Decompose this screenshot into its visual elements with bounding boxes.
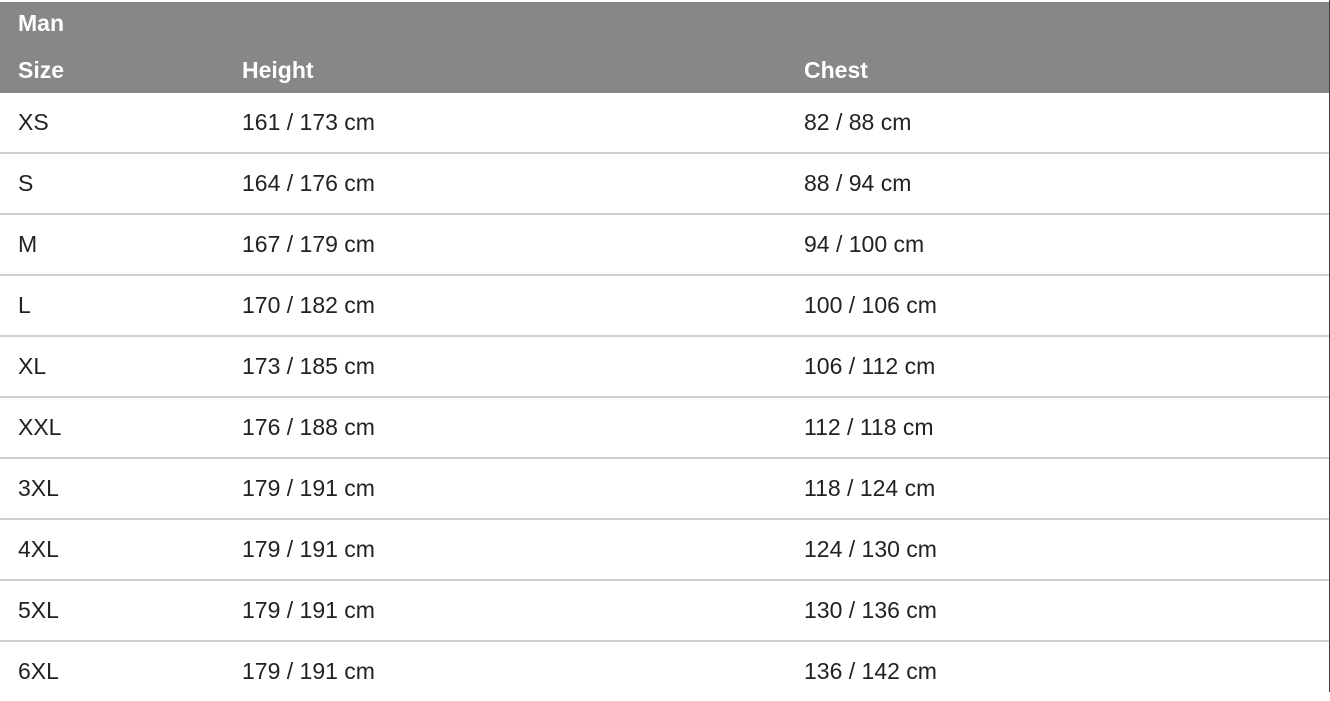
cell-size: 6XL bbox=[18, 658, 59, 684]
table-row: XL 173 / 185 cm 106 / 112 cm bbox=[0, 337, 1329, 398]
table-body: XS 161 / 173 cm 82 / 88 cm S 164 / 176 cm 88 … bbox=[0, 93, 1329, 701]
table-row: 4XL 179 / 191 cm 124 / 130 cm bbox=[0, 520, 1329, 581]
cell-chest: 136 / 142 cm bbox=[804, 658, 937, 684]
cell-height: 179 / 191 cm bbox=[242, 536, 375, 562]
table-row: 3XL 179 / 191 cm 118 / 124 cm bbox=[0, 459, 1329, 520]
table-row: M 167 / 179 cm 94 / 100 cm bbox=[0, 215, 1329, 276]
cell-size: L bbox=[18, 292, 31, 318]
header-size: Size bbox=[18, 57, 65, 83]
cell-size: S bbox=[18, 170, 34, 196]
cell-height: 164 / 176 cm bbox=[242, 170, 375, 196]
cell-height: 179 / 191 cm bbox=[242, 475, 375, 501]
table-header: Man Size Height Chest bbox=[0, 2, 1329, 93]
table-row: 6XL 179 / 191 cm 136 / 142 cm bbox=[0, 642, 1329, 701]
table-row: S 164 / 176 cm 88 / 94 cm bbox=[0, 154, 1329, 215]
cell-size: M bbox=[18, 231, 38, 257]
cell-chest: 94 / 100 cm bbox=[804, 231, 925, 257]
group-label: Man bbox=[18, 10, 64, 36]
cell-chest: 112 / 118 cm bbox=[804, 414, 934, 440]
header-chest: Chest bbox=[804, 57, 868, 83]
cell-chest: 130 / 136 cm bbox=[804, 597, 937, 623]
table-row: 5XL 179 / 191 cm 130 / 136 cm bbox=[0, 581, 1329, 642]
cell-chest: 124 / 130 cm bbox=[804, 536, 937, 562]
cell-height: 167 / 179 cm bbox=[242, 231, 375, 257]
cell-size: XS bbox=[18, 109, 49, 135]
cell-size: XXL bbox=[18, 414, 62, 440]
cell-chest: 106 / 112 cm bbox=[804, 353, 936, 379]
cell-size: 5XL bbox=[18, 597, 59, 623]
cell-chest: 88 / 94 cm bbox=[804, 170, 912, 196]
cell-chest: 118 / 124 cm bbox=[804, 475, 936, 501]
cell-height: 176 / 188 cm bbox=[242, 414, 375, 440]
cell-height: 179 / 191 cm bbox=[242, 658, 375, 684]
cell-height: 179 / 191 cm bbox=[242, 597, 375, 623]
cell-height: 173 / 185 cm bbox=[242, 353, 375, 379]
table-row: XS 161 / 173 cm 82 / 88 cm bbox=[0, 93, 1329, 154]
cell-size: 3XL bbox=[18, 475, 59, 501]
table-row: L 170 / 182 cm 100 / 106 cm bbox=[0, 276, 1329, 337]
cell-height: 161 / 173 cm bbox=[242, 109, 375, 135]
header-height: Height bbox=[242, 57, 314, 83]
cell-height: 170 / 182 cm bbox=[242, 292, 375, 318]
cell-chest: 100 / 106 cm bbox=[804, 292, 937, 318]
cell-chest: 82 / 88 cm bbox=[804, 109, 912, 135]
cell-size: XL bbox=[18, 353, 47, 379]
table-row: XXL 176 / 188 cm 112 / 118 cm bbox=[0, 398, 1329, 459]
cell-size: 4XL bbox=[18, 536, 59, 562]
